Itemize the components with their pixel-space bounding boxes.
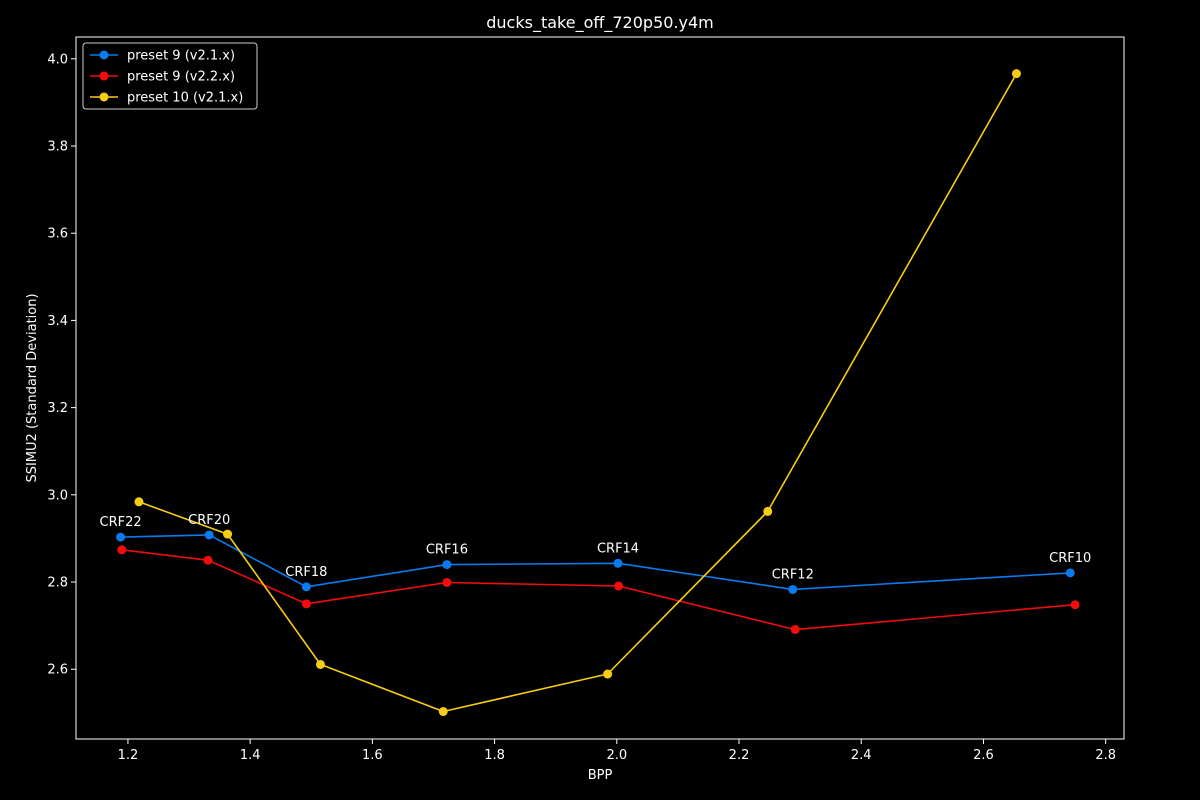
x-tick-label: 2.0 (606, 748, 627, 763)
data-point (788, 584, 798, 594)
legend-item: preset 10 (v2.1.x) (90, 91, 243, 106)
data-point (613, 558, 623, 568)
legend-swatch-marker (99, 71, 109, 81)
data-point (301, 599, 311, 609)
crf-annotation: CRF12 (772, 567, 814, 582)
x-tick-label: 2.2 (729, 748, 750, 763)
legend-item: preset 9 (v2.1.x) (90, 49, 235, 64)
crf-annotation: CRF18 (285, 565, 327, 580)
y-tick-label: 3.2 (47, 401, 68, 416)
data-point (442, 577, 452, 587)
legend: preset 9 (v2.1.x) preset 9 (v2.2.x) preset… (82, 42, 258, 110)
data-point (223, 529, 233, 539)
y-tick-label: 2.6 (47, 663, 68, 678)
y-tick-label: 4.0 (47, 52, 68, 67)
y-axis-label: SSIMU2 (Standard Deviation) (25, 293, 40, 482)
chart-title: ducks_take_off_720p50.y4m (486, 13, 714, 33)
data-point (301, 582, 311, 592)
x-tick-label: 2.6 (973, 748, 994, 763)
crf-annotation: CRF20 (188, 513, 230, 528)
crf-annotation: CRF14 (597, 541, 639, 556)
series-3 (134, 69, 1021, 717)
y-axis: 2.6 2.8 3.0 3.2 3.4 3.6 3.8 4.0 (47, 52, 76, 678)
legend-frame (82, 42, 258, 110)
x-tick-label: 1.2 (118, 748, 139, 763)
data-point (204, 530, 214, 540)
x-tick-label: 1.4 (240, 748, 261, 763)
data-point (603, 669, 613, 679)
x-axis-label: BPP (588, 768, 613, 783)
y-tick-label: 2.8 (47, 576, 68, 591)
x-tick-label: 2.4 (851, 748, 872, 763)
data-point (117, 545, 127, 555)
crf-annotation: CRF10 (1049, 551, 1091, 566)
legend-item: preset 9 (v2.2.x) (90, 70, 235, 85)
series-layer (116, 69, 1080, 717)
x-tick-label: 2.8 (1095, 748, 1116, 763)
crf-annotation: CRF16 (426, 543, 468, 558)
legend-label: preset 9 (v2.2.x) (127, 70, 235, 85)
data-point (790, 625, 800, 635)
x-tick-label: 1.8 (484, 748, 505, 763)
data-point (763, 506, 773, 516)
data-point (438, 707, 448, 717)
crf-annotation: CRF22 (100, 515, 142, 530)
legend-label: preset 10 (v2.1.x) (127, 91, 243, 106)
x-axis: 1.2 1.4 1.6 1.8 2.0 2.2 2.4 2.6 2.8 (118, 739, 1116, 763)
data-point (203, 555, 213, 565)
legend-label: preset 9 (v2.1.x) (127, 49, 235, 64)
y-tick-label: 3.0 (47, 488, 68, 503)
data-point (315, 659, 325, 669)
legend-swatch-marker (99, 50, 109, 60)
legend-swatch-marker (99, 92, 109, 102)
data-point (614, 581, 624, 591)
plot-area (75, 36, 1125, 740)
series-1 (116, 530, 1075, 594)
y-tick-label: 3.6 (47, 227, 68, 242)
y-tick-label: 3.4 (47, 314, 68, 329)
data-point (116, 532, 126, 542)
data-point (442, 560, 452, 570)
series-2 (117, 545, 1080, 635)
annotation-layer: CRF22 CRF20 CRF18 CRF16 CRF14 CRF12 CRF10 (100, 513, 1092, 583)
x-tick-label: 1.6 (362, 748, 383, 763)
data-point (1065, 568, 1075, 578)
data-point (1011, 69, 1021, 79)
y-tick-label: 3.8 (47, 140, 68, 155)
data-point (134, 497, 144, 507)
data-point (1070, 600, 1080, 610)
